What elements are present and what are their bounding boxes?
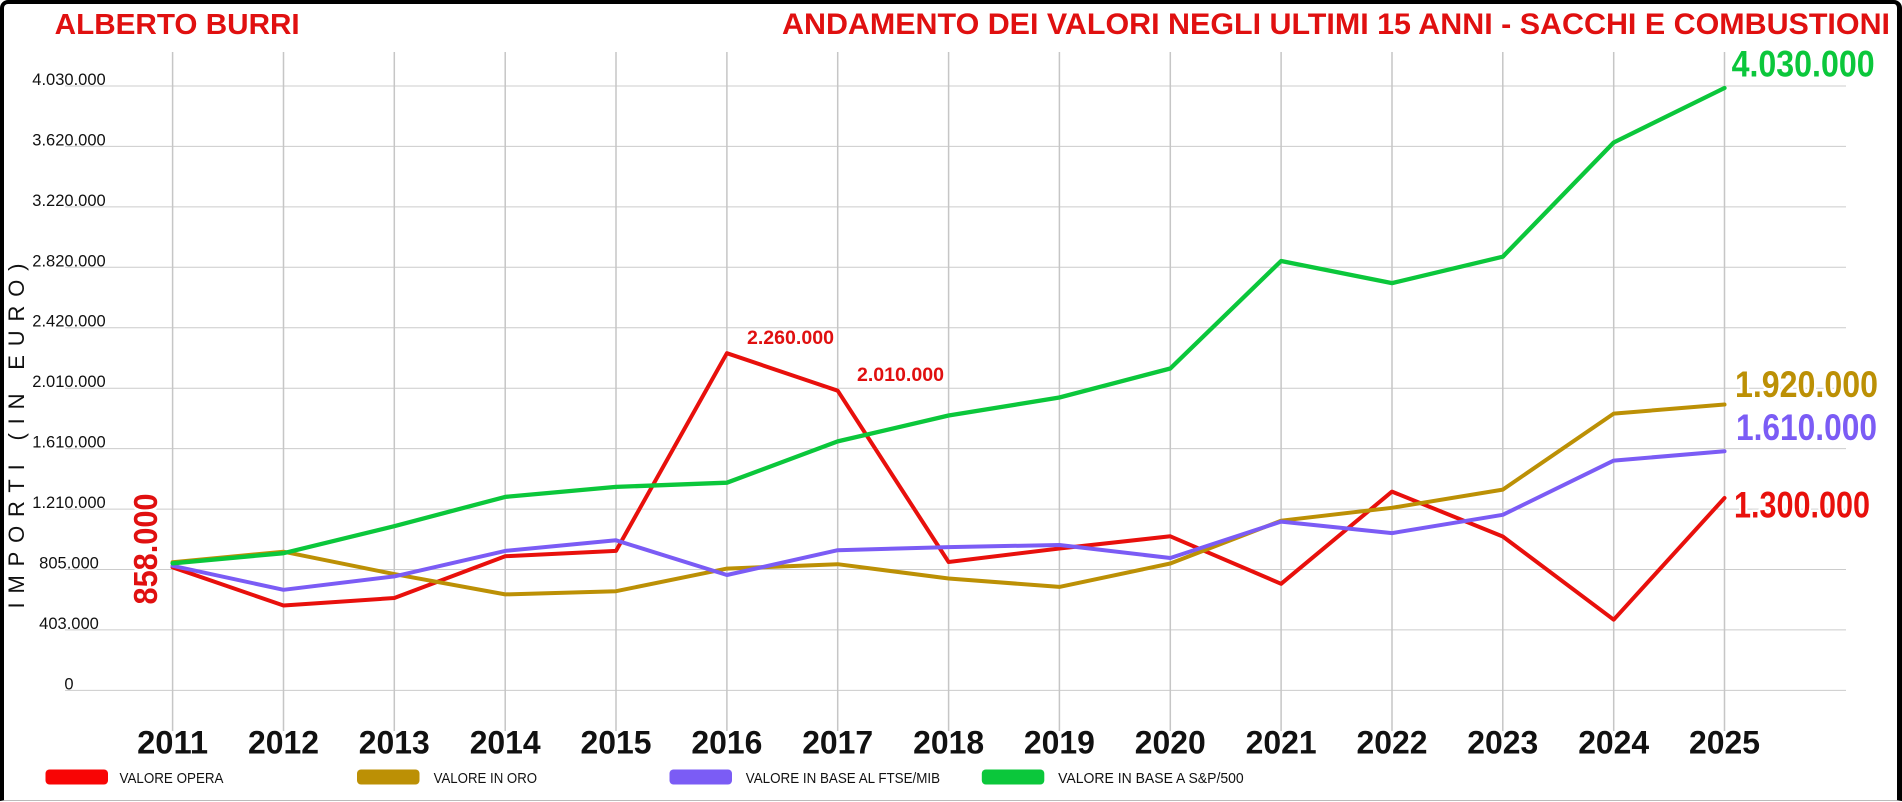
svg-text:2023: 2023 xyxy=(1467,725,1538,761)
svg-text:2024: 2024 xyxy=(1578,725,1649,761)
svg-text:2013: 2013 xyxy=(359,725,430,761)
svg-text:VALORE IN ORO: VALORE IN ORO xyxy=(434,770,537,787)
svg-text:4.030.000: 4.030.000 xyxy=(1732,44,1875,85)
svg-text:2022: 2022 xyxy=(1357,725,1428,761)
svg-text:2020: 2020 xyxy=(1135,725,1206,761)
svg-text:2017: 2017 xyxy=(802,725,873,761)
svg-text:1.210.000: 1.210.000 xyxy=(32,494,105,512)
svg-text:403.000: 403.000 xyxy=(39,615,99,633)
svg-text:4.030.000: 4.030.000 xyxy=(32,71,105,89)
svg-text:VALORE IN BASE A S&P/500: VALORE IN BASE A S&P/500 xyxy=(1058,770,1244,787)
svg-text:2012: 2012 xyxy=(248,725,319,761)
svg-text:2019: 2019 xyxy=(1024,725,1095,761)
svg-text:2015: 2015 xyxy=(581,725,652,761)
svg-text:2.820.000: 2.820.000 xyxy=(32,252,105,270)
svg-text:805.000: 805.000 xyxy=(39,555,99,573)
svg-text:ANDAMENTO DEI VALORI NEGLI ULT: ANDAMENTO DEI VALORI NEGLI ULTIMI 15 ANN… xyxy=(782,8,1890,41)
svg-text:3.220.000: 3.220.000 xyxy=(32,192,105,210)
svg-text:0: 0 xyxy=(64,675,73,693)
svg-text:IMPORTI (IN EURO): IMPORTI (IN EURO) xyxy=(4,264,29,609)
svg-text:3.620.000: 3.620.000 xyxy=(32,131,105,149)
svg-text:VALORE OPERA: VALORE OPERA xyxy=(120,770,224,787)
svg-text:1.610.000: 1.610.000 xyxy=(1736,407,1877,448)
svg-text:VALORE IN BASE AL FTSE/MIB: VALORE IN BASE AL FTSE/MIB xyxy=(746,770,940,787)
svg-text:1.300.000: 1.300.000 xyxy=(1734,485,1870,526)
svg-text:2.420.000: 2.420.000 xyxy=(32,313,105,331)
svg-text:1.610.000: 1.610.000 xyxy=(32,434,105,452)
svg-text:858.000: 858.000 xyxy=(127,494,164,605)
svg-text:2014: 2014 xyxy=(470,725,541,761)
svg-text:1.920.000: 1.920.000 xyxy=(1735,364,1878,405)
svg-text:2021: 2021 xyxy=(1246,725,1317,761)
svg-text:2011: 2011 xyxy=(137,725,208,761)
svg-text:2016: 2016 xyxy=(691,725,762,761)
svg-text:2025: 2025 xyxy=(1689,725,1760,761)
svg-text:2.260.000: 2.260.000 xyxy=(747,327,834,349)
svg-text:ALBERTO BURRI: ALBERTO BURRI xyxy=(55,9,300,41)
svg-text:2018: 2018 xyxy=(913,725,984,761)
svg-text:2.010.000: 2.010.000 xyxy=(857,364,944,386)
svg-text:2.010.000: 2.010.000 xyxy=(32,373,105,391)
